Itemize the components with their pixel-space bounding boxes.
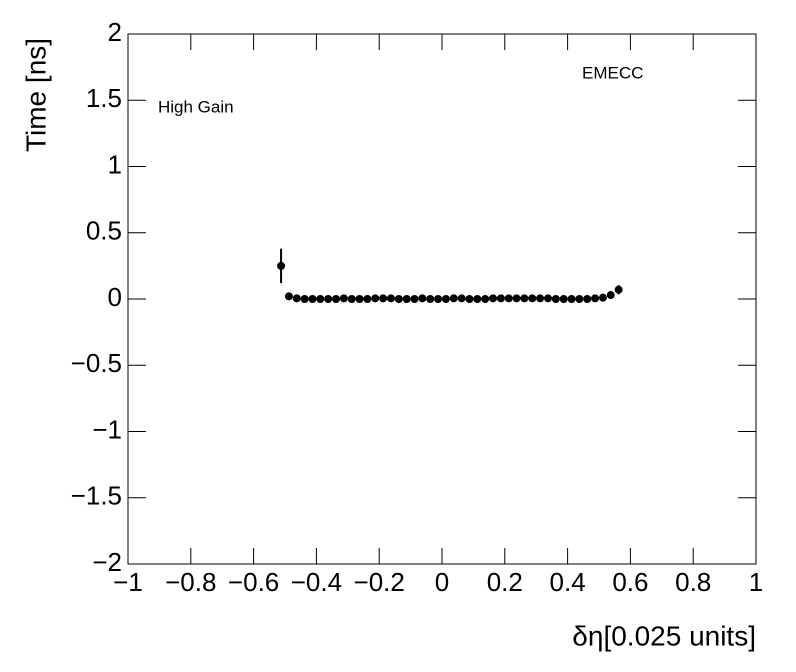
x-tick-label: 0.2 — [487, 567, 523, 597]
point — [379, 294, 388, 303]
y-tick-label: −2 — [92, 547, 122, 577]
x-tick-label: 0.6 — [612, 567, 648, 597]
point — [300, 295, 309, 303]
annotation: EMECC — [582, 63, 643, 82]
x-tick-label: 0.8 — [675, 567, 711, 597]
point — [316, 295, 325, 303]
point — [496, 294, 505, 303]
point — [402, 295, 411, 303]
point — [308, 295, 317, 303]
point — [418, 294, 427, 303]
point — [355, 295, 364, 303]
y-tick-label: −1 — [92, 414, 122, 444]
point — [426, 295, 435, 303]
point — [332, 295, 341, 303]
y-tick-label: −0.5 — [71, 348, 122, 378]
point — [583, 295, 592, 303]
point — [591, 294, 600, 303]
x-tick-label: −0.4 — [291, 567, 342, 597]
point — [536, 294, 545, 303]
point — [441, 295, 450, 303]
point — [386, 294, 395, 303]
x-tick-label: −0.2 — [354, 567, 405, 597]
point — [457, 294, 466, 303]
x-tick-label: 1 — [749, 567, 763, 597]
point — [512, 294, 521, 303]
point — [543, 294, 552, 303]
y-tick-label: 0.5 — [86, 216, 122, 246]
point — [598, 293, 607, 302]
point — [465, 295, 474, 303]
point — [473, 295, 482, 303]
point — [277, 261, 286, 270]
point — [504, 294, 513, 303]
point — [489, 294, 498, 303]
x-tick-label: 0.4 — [550, 567, 586, 597]
y-tick-label: −1.5 — [71, 481, 122, 511]
point — [371, 294, 380, 303]
y-tick-label: 1.5 — [86, 83, 122, 113]
point — [410, 295, 419, 303]
point — [394, 295, 403, 303]
annotation: High Gain — [158, 97, 234, 116]
x-tick-label: −1 — [113, 567, 143, 597]
point — [606, 291, 615, 300]
point — [551, 295, 560, 303]
point — [614, 285, 623, 294]
point — [284, 292, 293, 301]
point — [339, 294, 348, 303]
point — [324, 295, 333, 303]
point — [575, 295, 584, 303]
y-axis-title: Time [ns] — [20, 38, 51, 152]
x-tick-label: −0.6 — [228, 567, 279, 597]
x-tick-label: 0 — [435, 567, 449, 597]
point — [449, 294, 458, 303]
point — [434, 295, 443, 303]
point — [567, 295, 576, 303]
point — [363, 295, 372, 303]
y-tick-label: 2 — [108, 17, 122, 47]
point — [292, 294, 301, 303]
x-axis-title: δη[0.025 units] — [572, 620, 756, 651]
point — [347, 295, 356, 303]
y-tick-label: 1 — [108, 149, 122, 179]
point — [520, 294, 529, 303]
point — [559, 295, 568, 303]
x-tick-label: −0.8 — [165, 567, 216, 597]
point — [528, 294, 537, 303]
point — [481, 295, 490, 303]
y-tick-label: 0 — [108, 282, 122, 312]
